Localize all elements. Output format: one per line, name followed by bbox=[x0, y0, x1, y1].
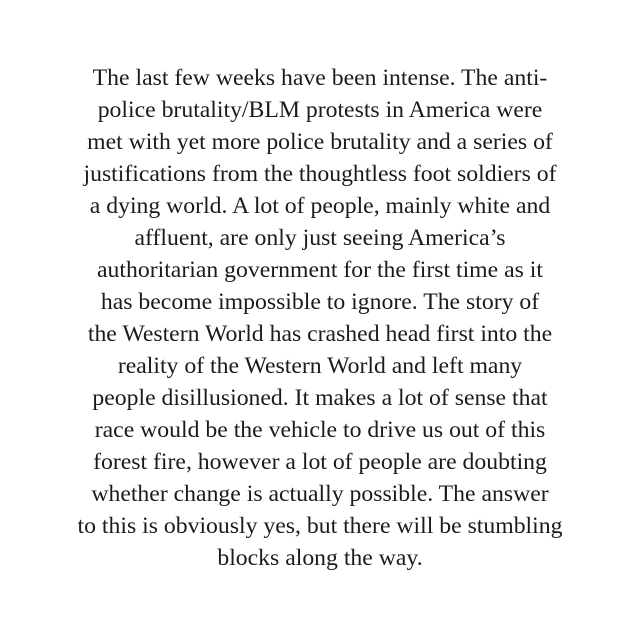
passage-line: blocks along the way. bbox=[217, 545, 423, 571]
passage-line: justifications from the thoughtless foot… bbox=[83, 161, 557, 187]
passage-line: a dying world. A lot of people, mainly w… bbox=[89, 193, 551, 219]
passage-line: people disillusioned. It makes a lot of … bbox=[92, 385, 548, 411]
passage-line: has become impossible to ignore. The sto… bbox=[100, 289, 540, 315]
passage-text: The last few weeks have been intense. Th… bbox=[0, 62, 640, 574]
passage-line: reality of the Western World and left ma… bbox=[117, 353, 523, 379]
passage-line: the Western World has crashed head first… bbox=[87, 321, 553, 347]
passage-line: met with yet more police brutality and a… bbox=[87, 129, 553, 155]
passage-line: to this is obviously yes, but there will… bbox=[77, 513, 563, 539]
passage-line: authoritarian government for the first t… bbox=[97, 257, 543, 283]
passage-line: race would be the vehicle to drive us ou… bbox=[94, 417, 546, 443]
passage-line: affluent, are only just seeing America’s bbox=[134, 225, 506, 251]
passage-line: police brutality/BLM protests in America… bbox=[97, 97, 543, 123]
passage-line: The last few weeks have been intense. Th… bbox=[92, 65, 548, 91]
passage-line: forest fire, however a lot of people are… bbox=[93, 449, 547, 475]
passage-line: whether change is actually possible. The… bbox=[91, 481, 549, 507]
